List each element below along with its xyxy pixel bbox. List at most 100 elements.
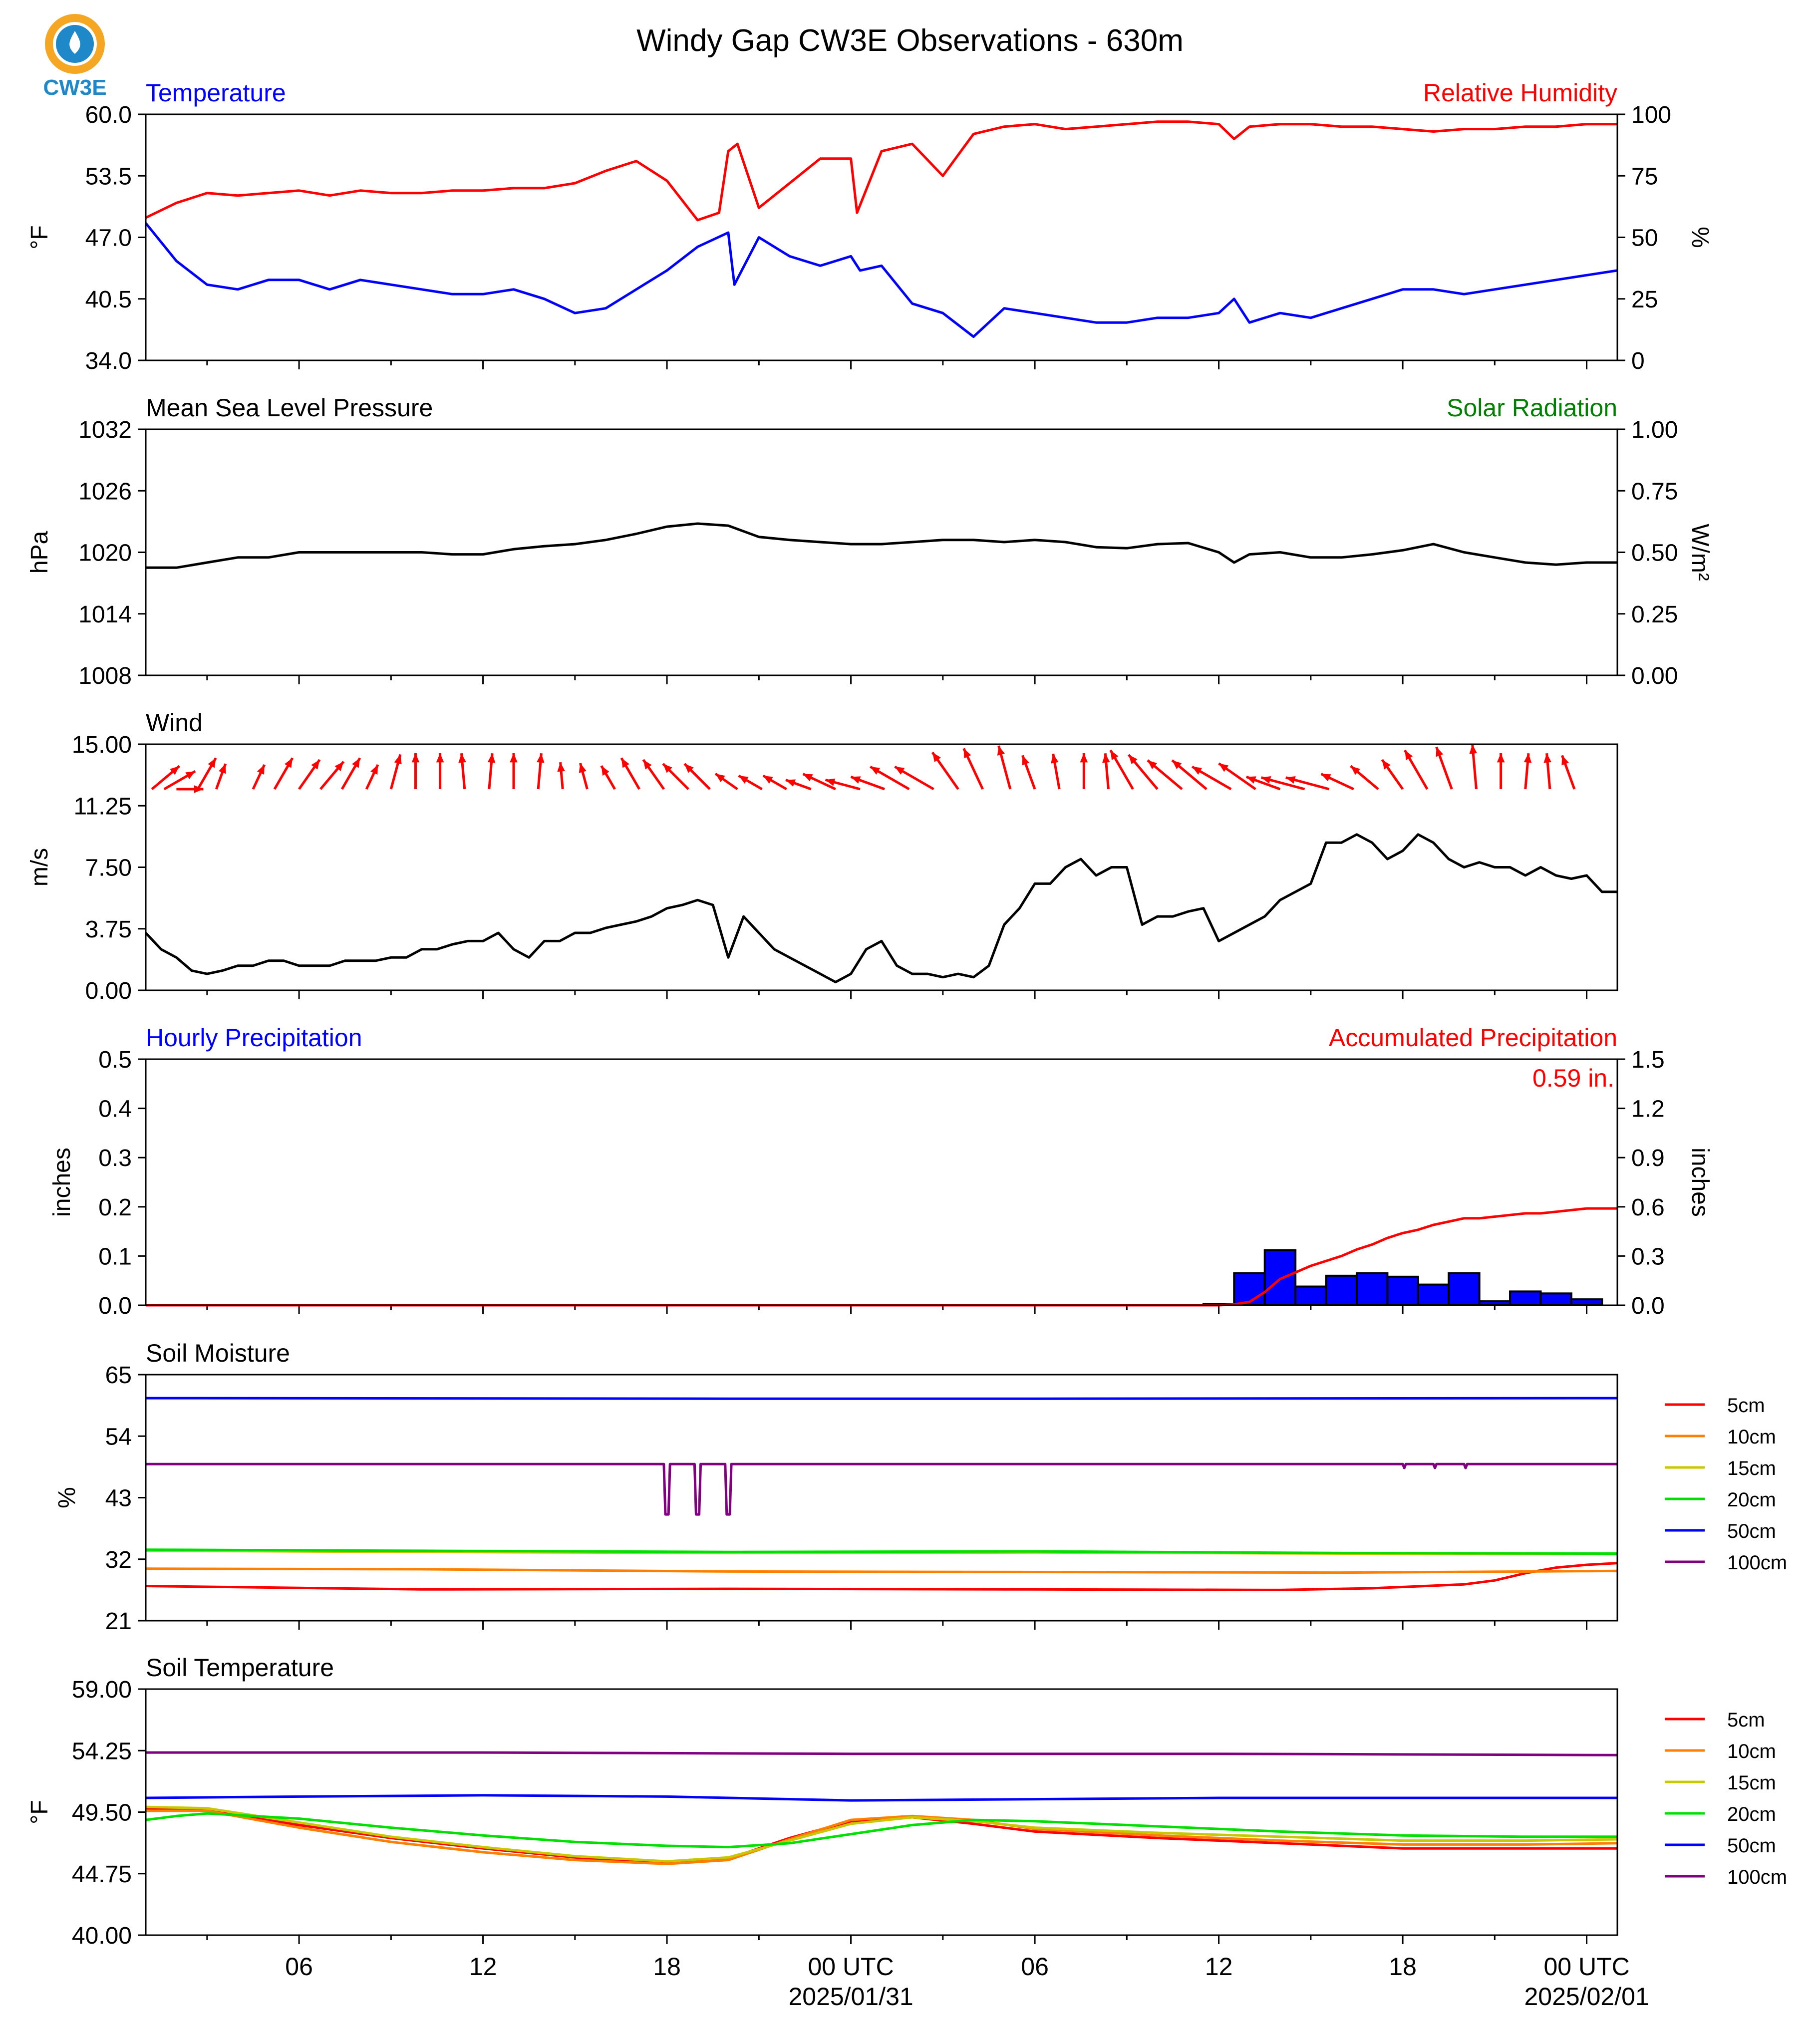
- wind-arrow-head: [579, 763, 587, 773]
- wind-arrow: [620, 757, 640, 790]
- wind-arrow-head: [436, 753, 444, 763]
- y-tick-label-left: 60.0: [85, 102, 132, 128]
- wind-arrow: [458, 753, 466, 790]
- precip-bar: [1539, 1292, 1572, 1306]
- wind-arrow-head: [895, 767, 905, 775]
- wind-arrow: [600, 765, 616, 790]
- wind-arrow-head: [352, 758, 360, 768]
- y-axis-label-left: %: [54, 1487, 80, 1508]
- y-axis-label-left: inches: [49, 1148, 75, 1217]
- wind-arrow-head: [185, 771, 196, 779]
- x-tick-label: 00 UTC: [808, 1953, 894, 1981]
- wind-arrow-head: [738, 776, 749, 784]
- y-tick-label-left: 1032: [78, 417, 132, 443]
- wind-arrow-head: [394, 754, 402, 765]
- y-axis-label-left: m/s: [26, 848, 53, 886]
- y-tick-label-left: 21: [105, 1608, 132, 1635]
- y-tick-label-left: 0.5: [98, 1047, 132, 1073]
- panel-title-right: Accumulated Precipitation: [1329, 1024, 1617, 1052]
- legend-label: 15cm: [1727, 1772, 1776, 1794]
- wind-arrow-head: [487, 753, 496, 763]
- logo-text: CW3E: [43, 75, 106, 100]
- wind-arrow: [1171, 759, 1208, 790]
- wind-arrow-head: [621, 758, 629, 768]
- wind-arrow: [1320, 773, 1354, 791]
- wind-arrow: [762, 774, 787, 791]
- legend-label: 20cm: [1727, 1803, 1776, 1825]
- y-tick-label-left: 1014: [78, 601, 132, 628]
- wind-arrow-head: [537, 753, 545, 763]
- panels: Temperature Relative Humidity 34.0 40.5 47.0…: [26, 79, 1787, 2011]
- wind-arrow-head: [208, 758, 216, 768]
- y-tick-label-left: 40.00: [72, 1923, 132, 1949]
- wind-arrow-head: [1321, 774, 1331, 782]
- wind-arrow-head: [1350, 766, 1360, 775]
- wind-arrow: [825, 778, 861, 791]
- wind-arrow-head: [1022, 755, 1030, 766]
- y-axis-label-left: °F: [26, 225, 53, 250]
- y-tick-label-left: 0.00: [85, 978, 132, 1004]
- wind-arrow-head: [763, 776, 773, 784]
- wind-arrow-head: [1246, 776, 1256, 784]
- y-tick-label-left: 0.1: [98, 1243, 132, 1270]
- wind-arrow: [411, 753, 420, 789]
- wind-arrow: [1147, 759, 1183, 790]
- wind-arrow: [1218, 762, 1256, 791]
- precip-bar: [1325, 1274, 1358, 1307]
- series-line-10cm: [145, 1567, 1618, 1574]
- y-tick-label-right: 1.5: [1631, 1047, 1665, 1073]
- precip-bar: [1448, 1272, 1481, 1306]
- logo-drop-icon: [69, 31, 80, 54]
- y-tick-label-left: 0.3: [98, 1145, 132, 1171]
- wind-arrow-head: [370, 765, 378, 775]
- y-tick-label-left: 53.5: [85, 163, 132, 190]
- wind-arrow: [151, 765, 181, 790]
- x-tick-label: 00 UTC: [1543, 1953, 1629, 1981]
- wind-arrow-head: [1285, 776, 1296, 784]
- legend-label: 100cm: [1727, 1866, 1787, 1888]
- y-tick-label-right: 0: [1631, 348, 1645, 374]
- wind-arrow: [870, 765, 910, 791]
- panel-3: Wind 0.00 3.75 7.50 11.25 15.00 m/s: [26, 709, 1618, 1004]
- wind-arrow: [273, 757, 294, 790]
- series-line-wind: [145, 833, 1617, 984]
- wind-arrow-head: [1405, 750, 1413, 760]
- wind-arrow: [1561, 755, 1576, 790]
- y-tick-label-left: 54.25: [72, 1738, 132, 1764]
- wind-arrow-head: [785, 779, 796, 787]
- y-tick-label-left: 43: [105, 1485, 132, 1512]
- wind-arrow: [1497, 753, 1505, 789]
- panel-title-right: Solar Radiation: [1447, 394, 1617, 422]
- wind-arrow-head: [715, 774, 725, 782]
- y-axis-label-left: hPa: [26, 531, 53, 574]
- wind-arrow: [1435, 746, 1453, 790]
- wind-arrow: [1245, 776, 1281, 791]
- wind-arrow-head: [411, 753, 420, 763]
- wind-arrow: [1543, 753, 1551, 790]
- legend-label: 5cm: [1727, 1395, 1765, 1417]
- series-line-temperature: [145, 222, 1618, 338]
- legend-label: 10cm: [1727, 1426, 1776, 1448]
- series-line-50cm: [145, 1397, 1618, 1400]
- legend-label: 5cm: [1727, 1709, 1765, 1731]
- wind-arrow-head: [803, 774, 813, 782]
- panel-frame: [145, 428, 1618, 676]
- wind-arrow-head: [663, 764, 672, 773]
- y-tick-label-right: 25: [1631, 287, 1658, 313]
- precip-bar: [1294, 1285, 1327, 1306]
- x-tick-label: 12: [469, 1953, 497, 1981]
- wind-arrow: [340, 757, 361, 790]
- wind-arrow-head: [1147, 760, 1158, 769]
- wind-arrow-head: [1561, 755, 1569, 766]
- series-line-100cm: [146, 1462, 1617, 1516]
- wind-arrow: [487, 753, 496, 790]
- y-tick-label-right: 0.25: [1631, 601, 1678, 628]
- y-tick-label-right: 0.9: [1631, 1145, 1665, 1171]
- y-tick-label-left: 54: [105, 1424, 132, 1450]
- y-axis-label-right: W/m²: [1687, 524, 1713, 581]
- y-tick-label-left: 0.2: [98, 1194, 132, 1221]
- y-tick-label-left: 0.0: [98, 1293, 132, 1319]
- wind-arrow: [1469, 744, 1478, 790]
- x-tick-label: 06: [1021, 1953, 1049, 1981]
- series-line-5cm: [145, 1562, 1618, 1591]
